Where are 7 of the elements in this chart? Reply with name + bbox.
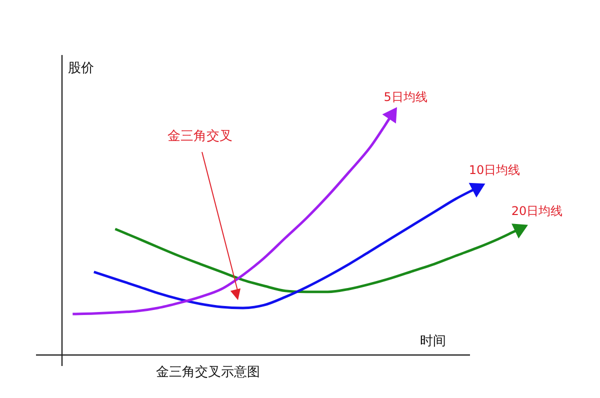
series-label: 5日均线 bbox=[384, 90, 428, 104]
x-axis-title: 时间 bbox=[420, 334, 446, 349]
series-label: 20日均线 bbox=[511, 204, 563, 218]
text: 金三角交叉示意图 bbox=[156, 364, 260, 380]
y-axis-title: 股价 bbox=[68, 61, 94, 76]
annotation: 金三角交叉 bbox=[168, 128, 233, 144]
series-label: 10日均线 bbox=[468, 162, 520, 177]
